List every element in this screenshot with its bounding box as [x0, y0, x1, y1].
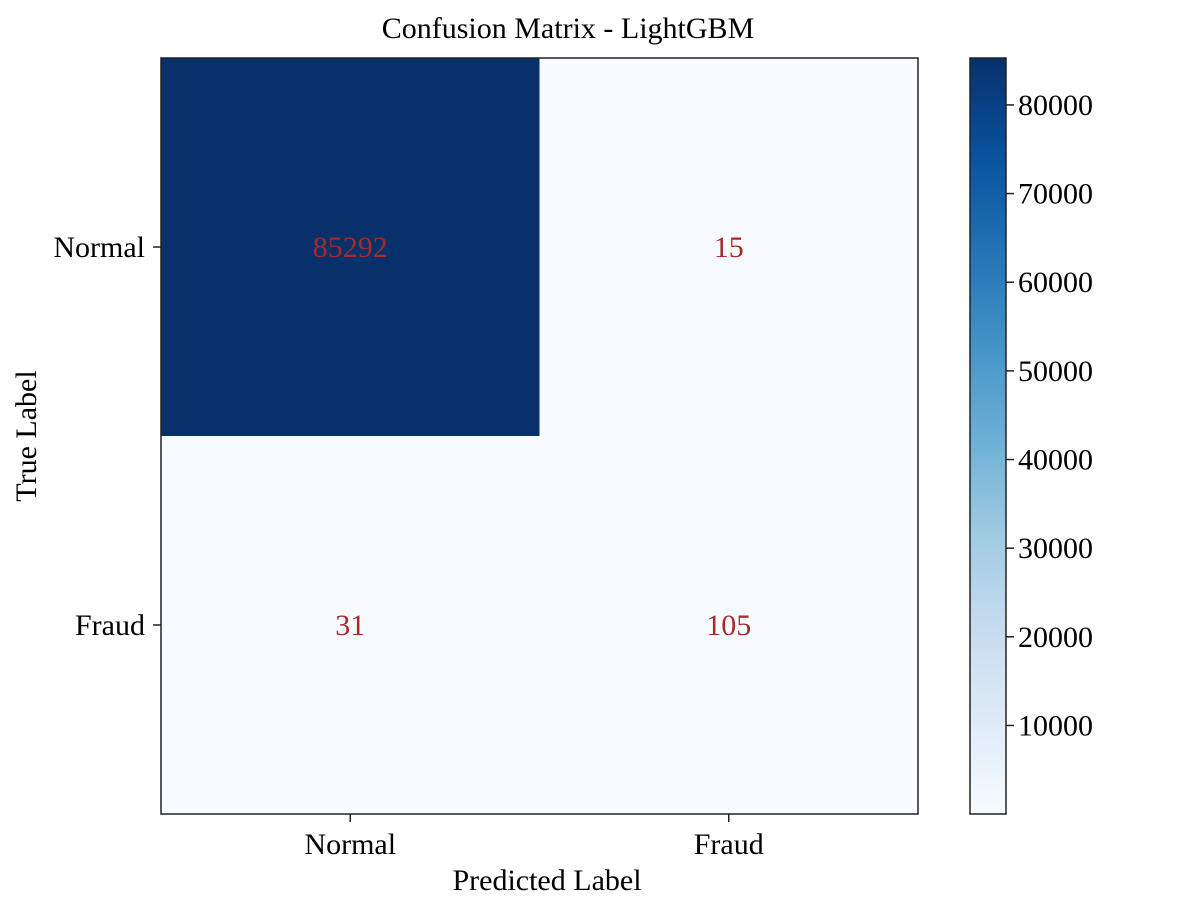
colorbar-tick-label: 20000 [1018, 621, 1093, 654]
cell-value-label: 31 [335, 609, 365, 642]
colorbar-tick-label: 70000 [1018, 178, 1093, 211]
y-axis-label: True Label [10, 370, 43, 501]
y-axis-ticks: Normal Fraud [53, 231, 161, 642]
x-axis-label: Predicted Label [452, 864, 641, 897]
colorbar-ticks: 10000 20000 30000 40000 50000 60000 70000 80000 [1006, 89, 1093, 742]
heatmap-cells [161, 58, 918, 814]
cell-value-label: 85292 [313, 231, 388, 264]
colorbar-tick-label: 60000 [1018, 266, 1093, 299]
colorbar-tick-label: 10000 [1018, 709, 1093, 742]
x-axis-ticks: Normal Fraud [304, 814, 764, 861]
chart-title: Confusion Matrix - LightGBM [382, 12, 755, 45]
heatmap-cell-0-1 [539, 58, 918, 436]
x-tick-label: Fraud [694, 828, 764, 861]
colorbar-tick-label: 40000 [1018, 444, 1093, 477]
cell-value-label: 15 [714, 231, 744, 264]
y-tick-label: Normal [53, 231, 145, 264]
plot-frame [160, 57, 919, 815]
cell-value-label: 105 [706, 609, 751, 642]
heatmap-cell-1-0 [161, 436, 540, 814]
cell-annotations: 85292 15 31 105 [313, 231, 752, 642]
colorbar-tick-label: 50000 [1018, 355, 1093, 388]
colorbar [969, 57, 1007, 815]
x-tick-label: Normal [304, 828, 396, 861]
heatmap-cell-1-1 [539, 436, 918, 814]
y-tick-label: Fraud [75, 609, 145, 642]
colorbar-tick-label: 30000 [1018, 532, 1093, 565]
colorbar-tick-label: 80000 [1018, 89, 1093, 122]
heatmap-cell-0-0 [161, 58, 540, 436]
